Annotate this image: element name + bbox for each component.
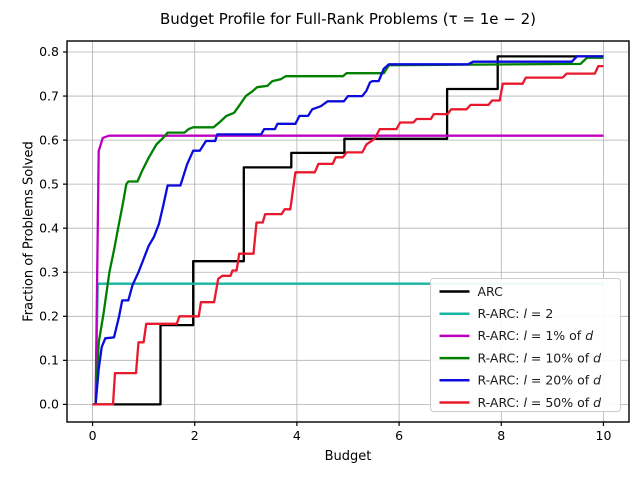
series-line-rarc-20pct (92, 55, 604, 406)
y-tick-label: 0.4 (39, 220, 59, 235)
legend-label-rarc-1pct: R-ARC: l = 1% of d (478, 328, 594, 343)
series-line-arc (92, 55, 604, 406)
y-tick-label: 0.2 (39, 308, 59, 323)
x-tick-label: 6 (395, 428, 403, 443)
y-tick-label: 0.6 (39, 132, 59, 147)
y-tick-label: 0.8 (39, 44, 59, 59)
x-tick-label: 0 (89, 428, 97, 443)
y-tick-label: 0.7 (39, 88, 59, 103)
x-tick-label: 8 (497, 428, 505, 443)
legend-label-rarc-10pct: R-ARC: l = 10% of d (478, 350, 602, 365)
legend-label-arc: ARC (478, 284, 504, 299)
chart-title: Budget Profile for Full-Rank Problems (τ… (160, 10, 536, 28)
x-tick-label: 2 (191, 428, 199, 443)
y-tick-label: 0.3 (39, 264, 59, 279)
x-tick-label: 4 (293, 428, 301, 443)
y-axis-label: Fraction of Problems Solved (21, 141, 37, 322)
y-tick-label: 0.1 (39, 353, 59, 368)
series-line-rarc-10pct (92, 56, 604, 406)
x-tick-label: 10 (596, 428, 612, 443)
y-tick-label: 0.5 (39, 176, 59, 191)
legend-label-rarc-l2: R-ARC: l = 2 (478, 306, 554, 321)
y-tick-label: 0.0 (39, 397, 59, 412)
legend-box (430, 278, 621, 412)
x-axis-label: Budget (324, 449, 372, 464)
legend-label-rarc-20pct: R-ARC: l = 20% of d (478, 373, 602, 388)
series-line-rarc-50pct (92, 64, 604, 406)
axes-frame (66, 40, 630, 423)
legend-label-rarc-50pct: R-ARC: l = 50% of d (478, 395, 602, 410)
